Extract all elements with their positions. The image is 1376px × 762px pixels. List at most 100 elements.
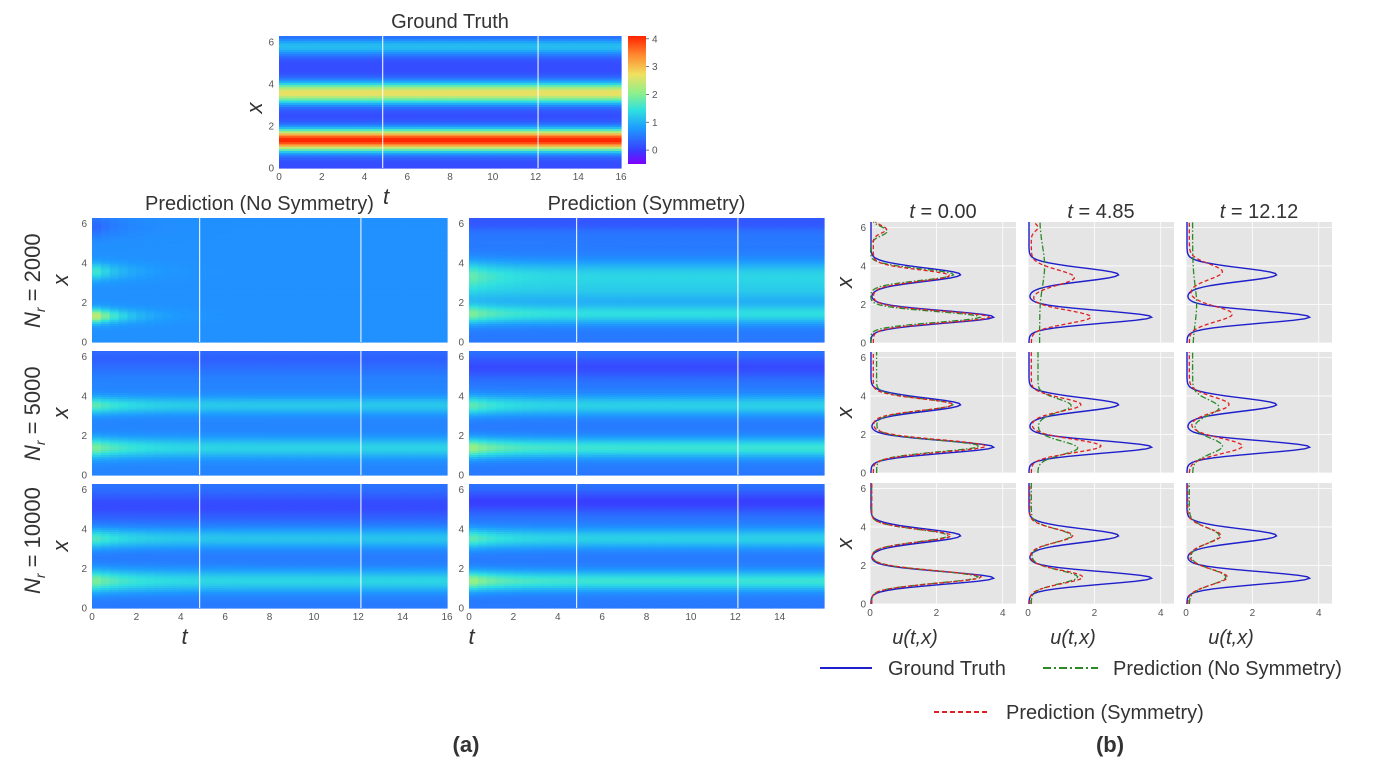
ground-truth-cell	[279, 40, 289, 44]
ground-truth-cell	[407, 95, 417, 99]
ground-truth-cell	[492, 119, 502, 123]
ground-truth-cell	[535, 82, 545, 85]
ground-truth-cell	[441, 62, 451, 66]
ground-truth-cell	[552, 99, 562, 103]
ground-truth-cell	[467, 51, 477, 55]
prediction-cell	[469, 218, 479, 221]
ground-truth-cell	[321, 130, 331, 134]
ground-truth-cell	[287, 88, 297, 92]
ground-truth-cell	[467, 102, 477, 105]
ground-truth-cell	[415, 152, 425, 156]
ground-truth-cell	[296, 163, 306, 167]
ground-truth-cell	[467, 80, 477, 83]
ground-truth-cell	[424, 126, 434, 129]
ground-truth-cell	[321, 73, 331, 77]
ground-truth-cell	[347, 135, 357, 138]
ground-truth-cell	[509, 47, 519, 50]
ground-truth-cell	[287, 119, 297, 123]
ground-truth-cell	[415, 95, 425, 99]
ground-truth-cell	[578, 137, 588, 140]
ground-truth-cell	[518, 58, 528, 61]
ground-truth-cell	[390, 84, 400, 88]
ground-truth-cell	[484, 106, 494, 110]
ground-truth-cell	[441, 80, 451, 83]
ground-truth-cell	[509, 132, 519, 136]
ground-truth-cell	[518, 62, 528, 66]
ground-truth-cell	[313, 117, 323, 121]
ground-truth-cell	[279, 119, 289, 123]
ground-truth-cell	[381, 95, 391, 99]
ground-truth-cell	[484, 161, 494, 165]
ground-truth-cell	[518, 71, 528, 74]
ground-truth-cell	[492, 128, 502, 132]
ground-truth-cell	[561, 165, 571, 169]
ground-truth-cell	[304, 130, 314, 134]
ground-truth-cell	[578, 121, 588, 125]
ground-truth-cell	[561, 97, 571, 101]
ground-truth-cell	[535, 97, 545, 101]
ground-truth-cell	[526, 82, 537, 85]
ground-truth-cell	[535, 77, 545, 81]
ground-truth-cell	[492, 75, 502, 79]
prediction-cell	[216, 218, 226, 221]
ground-truth-cell	[321, 113, 331, 116]
ground-truth-cell	[321, 97, 331, 101]
ground-truth-cell	[373, 53, 383, 57]
ground-truth-cell	[347, 148, 357, 151]
ground-truth-cell	[501, 119, 511, 123]
ground-truth-cell	[355, 143, 366, 147]
ground-truth-cell	[492, 139, 502, 143]
ground-truth-cell	[373, 58, 383, 61]
ground-truth-cell	[390, 64, 400, 68]
ground-truth-cell	[424, 124, 434, 127]
ground-truth-cell	[415, 157, 425, 160]
ground-truth-cell	[390, 135, 400, 138]
ground-truth-cell	[321, 53, 331, 57]
ground-truth-cell	[296, 38, 306, 41]
ground-truth-cell	[330, 161, 340, 165]
ground-truth-cell	[381, 80, 391, 83]
ground-truth-cell	[381, 137, 391, 140]
ground-truth-cell	[569, 44, 579, 48]
ground-truth-cell	[501, 77, 511, 81]
ground-truth-cell	[313, 69, 323, 72]
ground-truth-cell	[313, 66, 323, 70]
ground-truth-cell	[526, 36, 537, 39]
x-tick-label: 0	[276, 172, 282, 183]
ground-truth-cell	[509, 55, 519, 59]
ground-truth-cell	[296, 154, 306, 158]
ground-truth-cell	[381, 115, 391, 118]
ground-truth-cell	[364, 58, 374, 61]
ground-truth-cell	[501, 99, 511, 103]
ground-truth-cell	[321, 36, 331, 39]
ground-truth-cell	[509, 110, 519, 114]
ground-truth-cell	[424, 75, 434, 79]
ground-truth-cell	[501, 132, 511, 136]
ground-truth-cell	[569, 93, 579, 96]
ground-truth-cell	[441, 49, 451, 52]
ground-truth-cell	[415, 38, 425, 41]
ground-truth-cell	[304, 117, 314, 121]
ground-truth-cell	[484, 66, 494, 70]
ground-truth-cell	[561, 154, 571, 158]
ground-truth-cell	[330, 126, 340, 129]
ground-truth-cell	[441, 99, 451, 103]
ground-truth-cell	[578, 154, 588, 158]
ground-truth-cell	[552, 53, 562, 57]
ground-truth-cell	[415, 93, 425, 96]
ground-truth-cell	[338, 124, 348, 127]
ground-truth-cell	[484, 80, 494, 83]
ground-truth-cell	[321, 91, 331, 94]
ground-truth-cell	[484, 137, 494, 140]
ground-truth-cell	[432, 73, 443, 77]
ground-truth-cell	[296, 88, 306, 92]
ground-truth-cell	[458, 141, 468, 145]
ground-truth-cell	[441, 97, 451, 101]
ground-truth-cell	[535, 135, 545, 138]
ground-truth-cell	[279, 126, 289, 129]
ground-truth-cell	[467, 161, 477, 165]
ground-truth-cell	[279, 62, 289, 66]
ground-truth-cell	[484, 82, 494, 85]
ground-truth-cell	[492, 110, 502, 114]
ground-truth-cell	[338, 115, 348, 118]
